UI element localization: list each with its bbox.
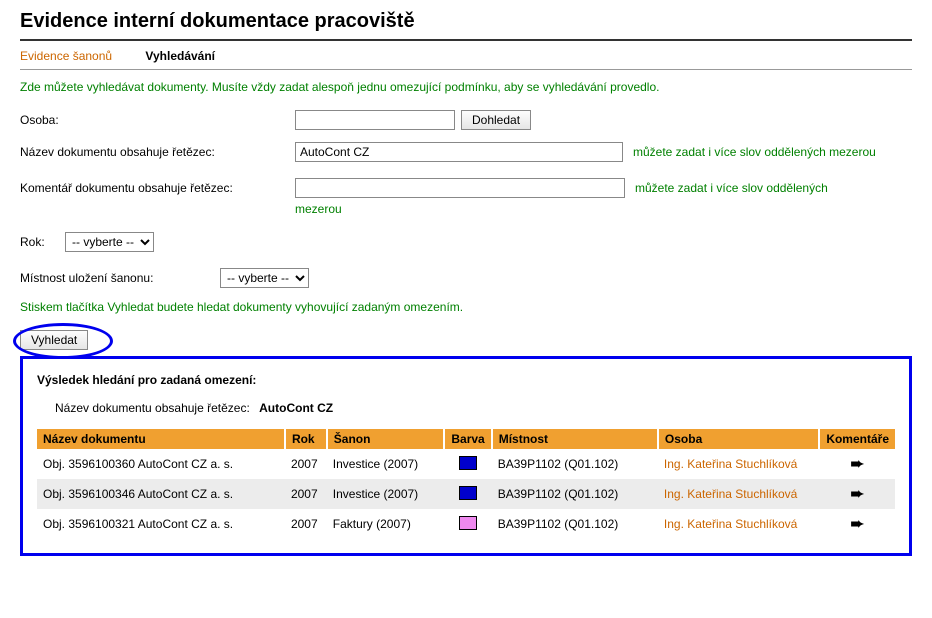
- table-row: Obj. 3596100346 AutoCont CZ a. s.2007Inv…: [37, 479, 895, 509]
- cell-rok: 2007: [285, 509, 327, 539]
- cell-rok: 2007: [285, 479, 327, 509]
- label-osoba: Osoba:: [20, 110, 295, 127]
- hint-koment-2: mezerou: [295, 202, 342, 216]
- th-koment: Komentáře: [819, 429, 895, 449]
- cell-sanon: Investice (2007): [327, 479, 445, 509]
- dohledat-button[interactable]: Dohledat: [461, 110, 531, 130]
- cell-barva: [444, 479, 491, 509]
- cell-koment: ➨: [819, 479, 895, 509]
- cell-koment: ➨: [819, 509, 895, 539]
- table-row: Obj. 3596100360 AutoCont CZ a. s.2007Inv…: [37, 449, 895, 479]
- results-criteria: Název dokumentu obsahuje řetězec: AutoCo…: [55, 401, 895, 415]
- table-header-row: Název dokumentu Rok Šanon Barva Místnost…: [37, 429, 895, 449]
- arrow-icon[interactable]: ➨: [850, 516, 863, 533]
- cell-koment: ➨: [819, 449, 895, 479]
- th-osoba: Osoba: [658, 429, 819, 449]
- label-koment: Komentář dokumentu obsahuje řetězec:: [20, 178, 295, 195]
- person-link[interactable]: Ing. Kateřina Stuchlíková: [664, 517, 797, 531]
- color-swatch: [459, 516, 477, 530]
- search-button-highlight: Vyhledat: [20, 330, 88, 350]
- instruction-bottom: Stiskem tlačítka Vyhledat budete hledat …: [20, 300, 912, 314]
- cell-nazev: Obj. 3596100346 AutoCont CZ a. s.: [37, 479, 285, 509]
- color-swatch: [459, 456, 477, 470]
- results-title: Výsledek hledání pro zadaná omezení:: [37, 373, 895, 387]
- input-nazev[interactable]: [295, 142, 623, 162]
- hint-nazev: můžete zadat i více slov oddělených meze…: [633, 145, 876, 159]
- cell-nazev: Obj. 3596100321 AutoCont CZ a. s.: [37, 509, 285, 539]
- row-nazev: Název dokumentu obsahuje řetězec: můžete…: [20, 142, 912, 162]
- color-swatch: [459, 486, 477, 500]
- tab-divider: [20, 69, 912, 70]
- input-osoba[interactable]: [295, 110, 455, 130]
- row-koment: Komentář dokumentu obsahuje řetězec: můž…: [20, 178, 912, 216]
- cell-osoba: Ing. Kateřina Stuchlíková: [658, 479, 819, 509]
- title-divider: [20, 39, 912, 41]
- tab-evidence-sanonu[interactable]: Evidence šanonů: [20, 49, 112, 63]
- cell-sanon: Faktury (2007): [327, 509, 445, 539]
- label-rok: Rok:: [20, 232, 65, 249]
- row-osoba: Osoba: Dohledat: [20, 110, 912, 130]
- person-link[interactable]: Ing. Kateřina Stuchlíková: [664, 457, 797, 471]
- cell-osoba: Ing. Kateřina Stuchlíková: [658, 509, 819, 539]
- results-table: Název dokumentu Rok Šanon Barva Místnost…: [37, 429, 895, 539]
- th-barva: Barva: [444, 429, 491, 449]
- instruction-top: Zde můžete vyhledávat dokumenty. Musíte …: [20, 80, 912, 94]
- label-nazev: Název dokumentu obsahuje řetězec:: [20, 142, 295, 159]
- page-title: Evidence interní dokumentace pracoviště: [20, 10, 912, 33]
- person-link[interactable]: Ing. Kateřina Stuchlíková: [664, 487, 797, 501]
- cell-mistnost: BA39P1102 (Q01.102): [492, 479, 658, 509]
- tab-bar: Evidence šanonů Vyhledávání: [20, 49, 912, 63]
- th-sanon: Šanon: [327, 429, 445, 449]
- table-row: Obj. 3596100321 AutoCont CZ a. s.2007Fak…: [37, 509, 895, 539]
- th-rok: Rok: [285, 429, 327, 449]
- select-mistnost[interactable]: -- vyberte --: [220, 268, 309, 288]
- cell-barva: [444, 509, 491, 539]
- results-panel: Výsledek hledání pro zadaná omezení: Náz…: [20, 356, 912, 556]
- cell-osoba: Ing. Kateřina Stuchlíková: [658, 449, 819, 479]
- arrow-icon[interactable]: ➨: [850, 486, 863, 503]
- arrow-icon[interactable]: ➨: [850, 456, 863, 473]
- input-koment[interactable]: [295, 178, 625, 198]
- cell-mistnost: BA39P1102 (Q01.102): [492, 509, 658, 539]
- cell-nazev: Obj. 3596100360 AutoCont CZ a. s.: [37, 449, 285, 479]
- tab-vyhledavani[interactable]: Vyhledávání: [145, 49, 215, 63]
- select-rok[interactable]: -- vyberte --: [65, 232, 154, 252]
- th-mistnost: Místnost: [492, 429, 658, 449]
- th-nazev: Název dokumentu: [37, 429, 285, 449]
- criteria-value: AutoCont CZ: [259, 401, 333, 415]
- criteria-label: Název dokumentu obsahuje řetězec:: [55, 401, 250, 415]
- row-mistnost: Místnost uložení šanonu: -- vyberte --: [20, 268, 912, 288]
- vyhledat-button[interactable]: Vyhledat: [20, 330, 88, 350]
- row-rok: Rok: -- vyberte --: [20, 232, 912, 252]
- cell-rok: 2007: [285, 449, 327, 479]
- cell-barva: [444, 449, 491, 479]
- cell-sanon: Investice (2007): [327, 449, 445, 479]
- cell-mistnost: BA39P1102 (Q01.102): [492, 449, 658, 479]
- hint-koment: můžete zadat i více slov oddělených: [635, 181, 828, 195]
- label-mistnost: Místnost uložení šanonu:: [20, 268, 220, 285]
